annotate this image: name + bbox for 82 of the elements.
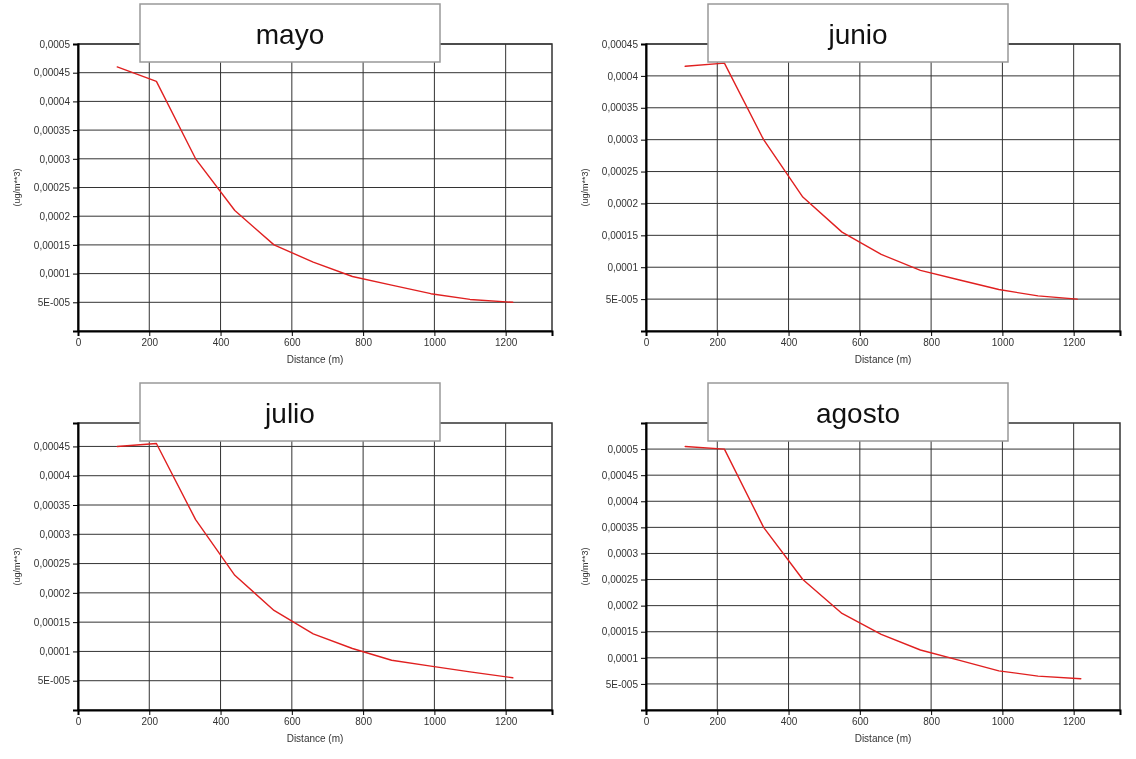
y-tick-label: 0,00025 — [33, 182, 71, 194]
x-tick-label: 1000 — [423, 716, 447, 728]
y-tick-label: 0,00045 — [601, 469, 639, 481]
y-tick-label: 0,00015 — [33, 616, 71, 628]
y-tick-label: 0,0002 — [39, 587, 71, 599]
y-tick-label: 0,0003 — [39, 528, 71, 540]
x-tick-label: 600 — [283, 716, 302, 728]
x-axis-title: Distance (m) — [286, 733, 344, 744]
x-tick-label: 1200 — [1063, 337, 1086, 349]
y-tick-label: 0,0002 — [607, 198, 639, 210]
x-tick-label: 200 — [141, 337, 159, 349]
x-tick-label: 400 — [212, 337, 230, 349]
y-tick-label: 0,00025 — [601, 166, 639, 178]
chart-title: agosto — [815, 398, 901, 429]
y-tick-label: 0,0001 — [607, 261, 639, 273]
y-tick-label: 0,00025 — [33, 558, 71, 570]
y-tick-label: 0,0003 — [607, 548, 639, 560]
y-tick-label: 5E-005 — [605, 678, 639, 690]
y-axis-title: (ug/m**3) — [580, 168, 590, 207]
y-tick-label: 0,0002 — [39, 210, 71, 222]
y-axis-title: (ug/m**3) — [12, 168, 22, 207]
x-tick-label: 0 — [75, 716, 82, 728]
x-tick-label: 600 — [851, 337, 870, 349]
y-axis-title: (ug/m**3) — [12, 547, 22, 586]
y-tick-label: 0,0004 — [607, 70, 639, 82]
x-tick-label: 800 — [355, 716, 373, 728]
y-tick-label: 0,0005 — [607, 443, 639, 455]
x-tick-label: 400 — [212, 716, 230, 728]
y-tick-label: 0,0001 — [39, 646, 71, 658]
y-tick-label: 0,00045 — [33, 441, 71, 453]
line-series — [684, 445, 1082, 680]
y-tick-label: 0,0005 — [39, 38, 71, 50]
x-tick-label: 1000 — [423, 337, 447, 349]
x-axis-title: Distance (m) — [286, 354, 344, 365]
y-tick-label: 0,0002 — [607, 600, 639, 612]
y-tick-label: 0,00015 — [601, 230, 639, 242]
x-axis-title: Distance (m) — [854, 733, 912, 744]
y-tick-label: 0,00035 — [601, 102, 639, 114]
y-tick-label: 0,0003 — [607, 134, 639, 146]
x-tick-label: 0 — [643, 716, 650, 728]
x-tick-label: 600 — [851, 716, 870, 728]
x-tick-label: 800 — [355, 337, 373, 349]
chart-title: julio — [264, 398, 315, 429]
y-tick-label: 0,0004 — [39, 96, 71, 108]
x-tick-label: 200 — [709, 716, 727, 728]
x-tick-label: 1200 — [495, 337, 518, 349]
chart-title: junio — [827, 19, 888, 50]
y-tick-label: 0,00045 — [601, 38, 639, 50]
y-tick-label: 5E-005 — [37, 675, 71, 687]
x-tick-label: 1200 — [495, 716, 518, 728]
y-tick-label: 0,0001 — [607, 652, 639, 664]
y-tick-label: 5E-005 — [37, 297, 71, 308]
x-tick-label: 800 — [923, 716, 941, 728]
y-tick-label: 0,0001 — [39, 268, 71, 280]
y-tick-label: 0,00045 — [33, 67, 71, 79]
x-tick-label: 400 — [780, 337, 798, 349]
y-tick-label: 0,0003 — [39, 153, 71, 165]
y-tick-label: 0,00015 — [33, 239, 71, 251]
x-tick-label: 0 — [643, 337, 650, 349]
y-tick-label: 0,00035 — [33, 499, 71, 511]
x-tick-label: 1200 — [1063, 716, 1086, 728]
x-tick-label: 200 — [709, 337, 727, 349]
line-series — [116, 66, 514, 303]
y-axis-title: (ug/m**3) — [580, 547, 590, 586]
chart-title: mayo — [255, 19, 325, 50]
x-tick-label: 1000 — [991, 716, 1015, 728]
y-tick-label: 5E-005 — [605, 293, 639, 305]
line-series — [116, 442, 514, 679]
line-series — [684, 62, 1078, 300]
x-tick-label: 800 — [923, 337, 941, 349]
x-tick-label: 0 — [75, 337, 82, 349]
y-tick-label: 0,00025 — [601, 574, 639, 586]
x-tick-label: 600 — [283, 337, 302, 349]
y-tick-label: 0,0004 — [39, 470, 71, 482]
y-tick-label: 0,00035 — [33, 124, 71, 136]
x-axis-title: Distance (m) — [854, 354, 912, 365]
y-tick-label: 0,00035 — [601, 522, 639, 534]
x-tick-label: 200 — [141, 716, 159, 728]
y-tick-label: 0,0004 — [607, 495, 639, 507]
x-tick-label: 1000 — [991, 337, 1015, 349]
x-tick-label: 400 — [780, 716, 798, 728]
y-tick-label: 0,00015 — [601, 626, 639, 638]
